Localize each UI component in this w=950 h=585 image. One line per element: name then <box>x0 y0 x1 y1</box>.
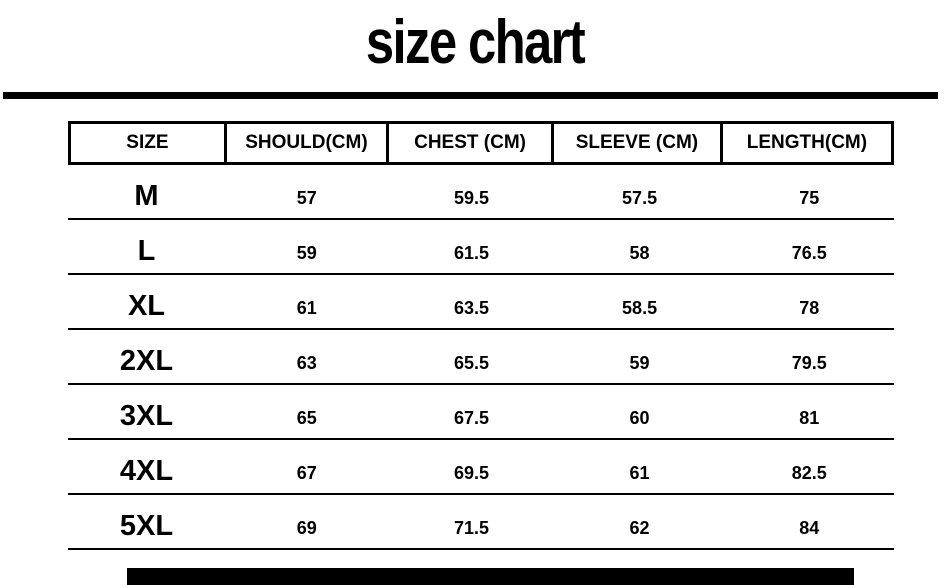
sleeve-value: 58 <box>629 243 650 263</box>
table-row: L 59 61.5 58 76.5 <box>68 220 894 275</box>
sleeve-value: 60 <box>629 408 650 428</box>
shoulder-value: 61 <box>296 298 317 318</box>
sleeve-value: 59 <box>629 353 650 373</box>
chest-value: 59.5 <box>453 188 490 208</box>
size-label: 4XL <box>119 455 174 487</box>
length-value: 82.5 <box>791 463 827 483</box>
title-divider-rule <box>3 92 938 99</box>
sleeve-value: 57.5 <box>622 188 658 208</box>
table-row: 5XL 69 71.5 62 84 <box>68 495 894 550</box>
size-label: 2XL <box>119 345 174 377</box>
size-label: 3XL <box>119 400 174 432</box>
length-value: 79.5 <box>791 353 827 373</box>
table-row: 4XL 67 69.5 61 82.5 <box>68 440 894 495</box>
shoulder-value: 57 <box>296 188 317 208</box>
shoulder-value: 69 <box>296 518 317 538</box>
column-header-length: LENGTH(CM) <box>746 132 868 153</box>
size-label: L <box>137 235 156 267</box>
size-label: 5XL <box>119 510 174 542</box>
chest-value: 65.5 <box>453 353 490 373</box>
chest-value: 71.5 <box>453 518 490 538</box>
sleeve-value: 61 <box>629 463 650 483</box>
column-header-sleeve: SLEEVE (CM) <box>554 124 723 162</box>
shoulder-value: 63 <box>296 353 317 373</box>
table-row: XL 61 63.5 58.5 78 <box>68 275 894 330</box>
size-label: M <box>134 180 159 212</box>
length-value: 75 <box>799 188 820 208</box>
table-row: M 57 59.5 57.5 75 <box>68 165 894 220</box>
chest-value: 61.5 <box>453 243 490 263</box>
chest-value: 67.5 <box>453 408 490 428</box>
table-header-row: SIZE SHOULD(CM) CHEST (CM) SLEEVE (CM) L… <box>68 121 894 165</box>
shoulder-value: 65 <box>296 408 317 428</box>
length-value: 81 <box>799 408 820 428</box>
column-header-size: SIZE <box>71 124 227 162</box>
size-label: XL <box>127 290 165 322</box>
column-header-chest: CHEST (CM) <box>389 124 554 162</box>
table-row: 2XL 63 65.5 59 79.5 <box>68 330 894 385</box>
shoulder-value: 67 <box>296 463 317 483</box>
page-title: size chart <box>365 8 586 77</box>
chest-value: 63.5 <box>453 298 490 318</box>
sleeve-value: 62 <box>629 518 650 538</box>
length-value: 84 <box>799 518 820 538</box>
table-row: 3XL 65 67.5 60 81 <box>68 385 894 440</box>
table-body: M 57 59.5 57.5 75 L 59 61.5 58 76.5 XL 6… <box>68 165 894 550</box>
length-value: 78 <box>799 298 820 318</box>
length-value: 76.5 <box>791 243 827 263</box>
size-chart-table: SIZE SHOULD(CM) CHEST (CM) SLEEVE (CM) L… <box>68 121 894 550</box>
column-header-shoulder: SHOULD(CM) <box>227 124 390 162</box>
shoulder-value: 59 <box>296 243 317 263</box>
sleeve-value: 58.5 <box>622 298 658 318</box>
chest-value: 69.5 <box>453 463 490 483</box>
bottom-bar <box>127 568 854 585</box>
